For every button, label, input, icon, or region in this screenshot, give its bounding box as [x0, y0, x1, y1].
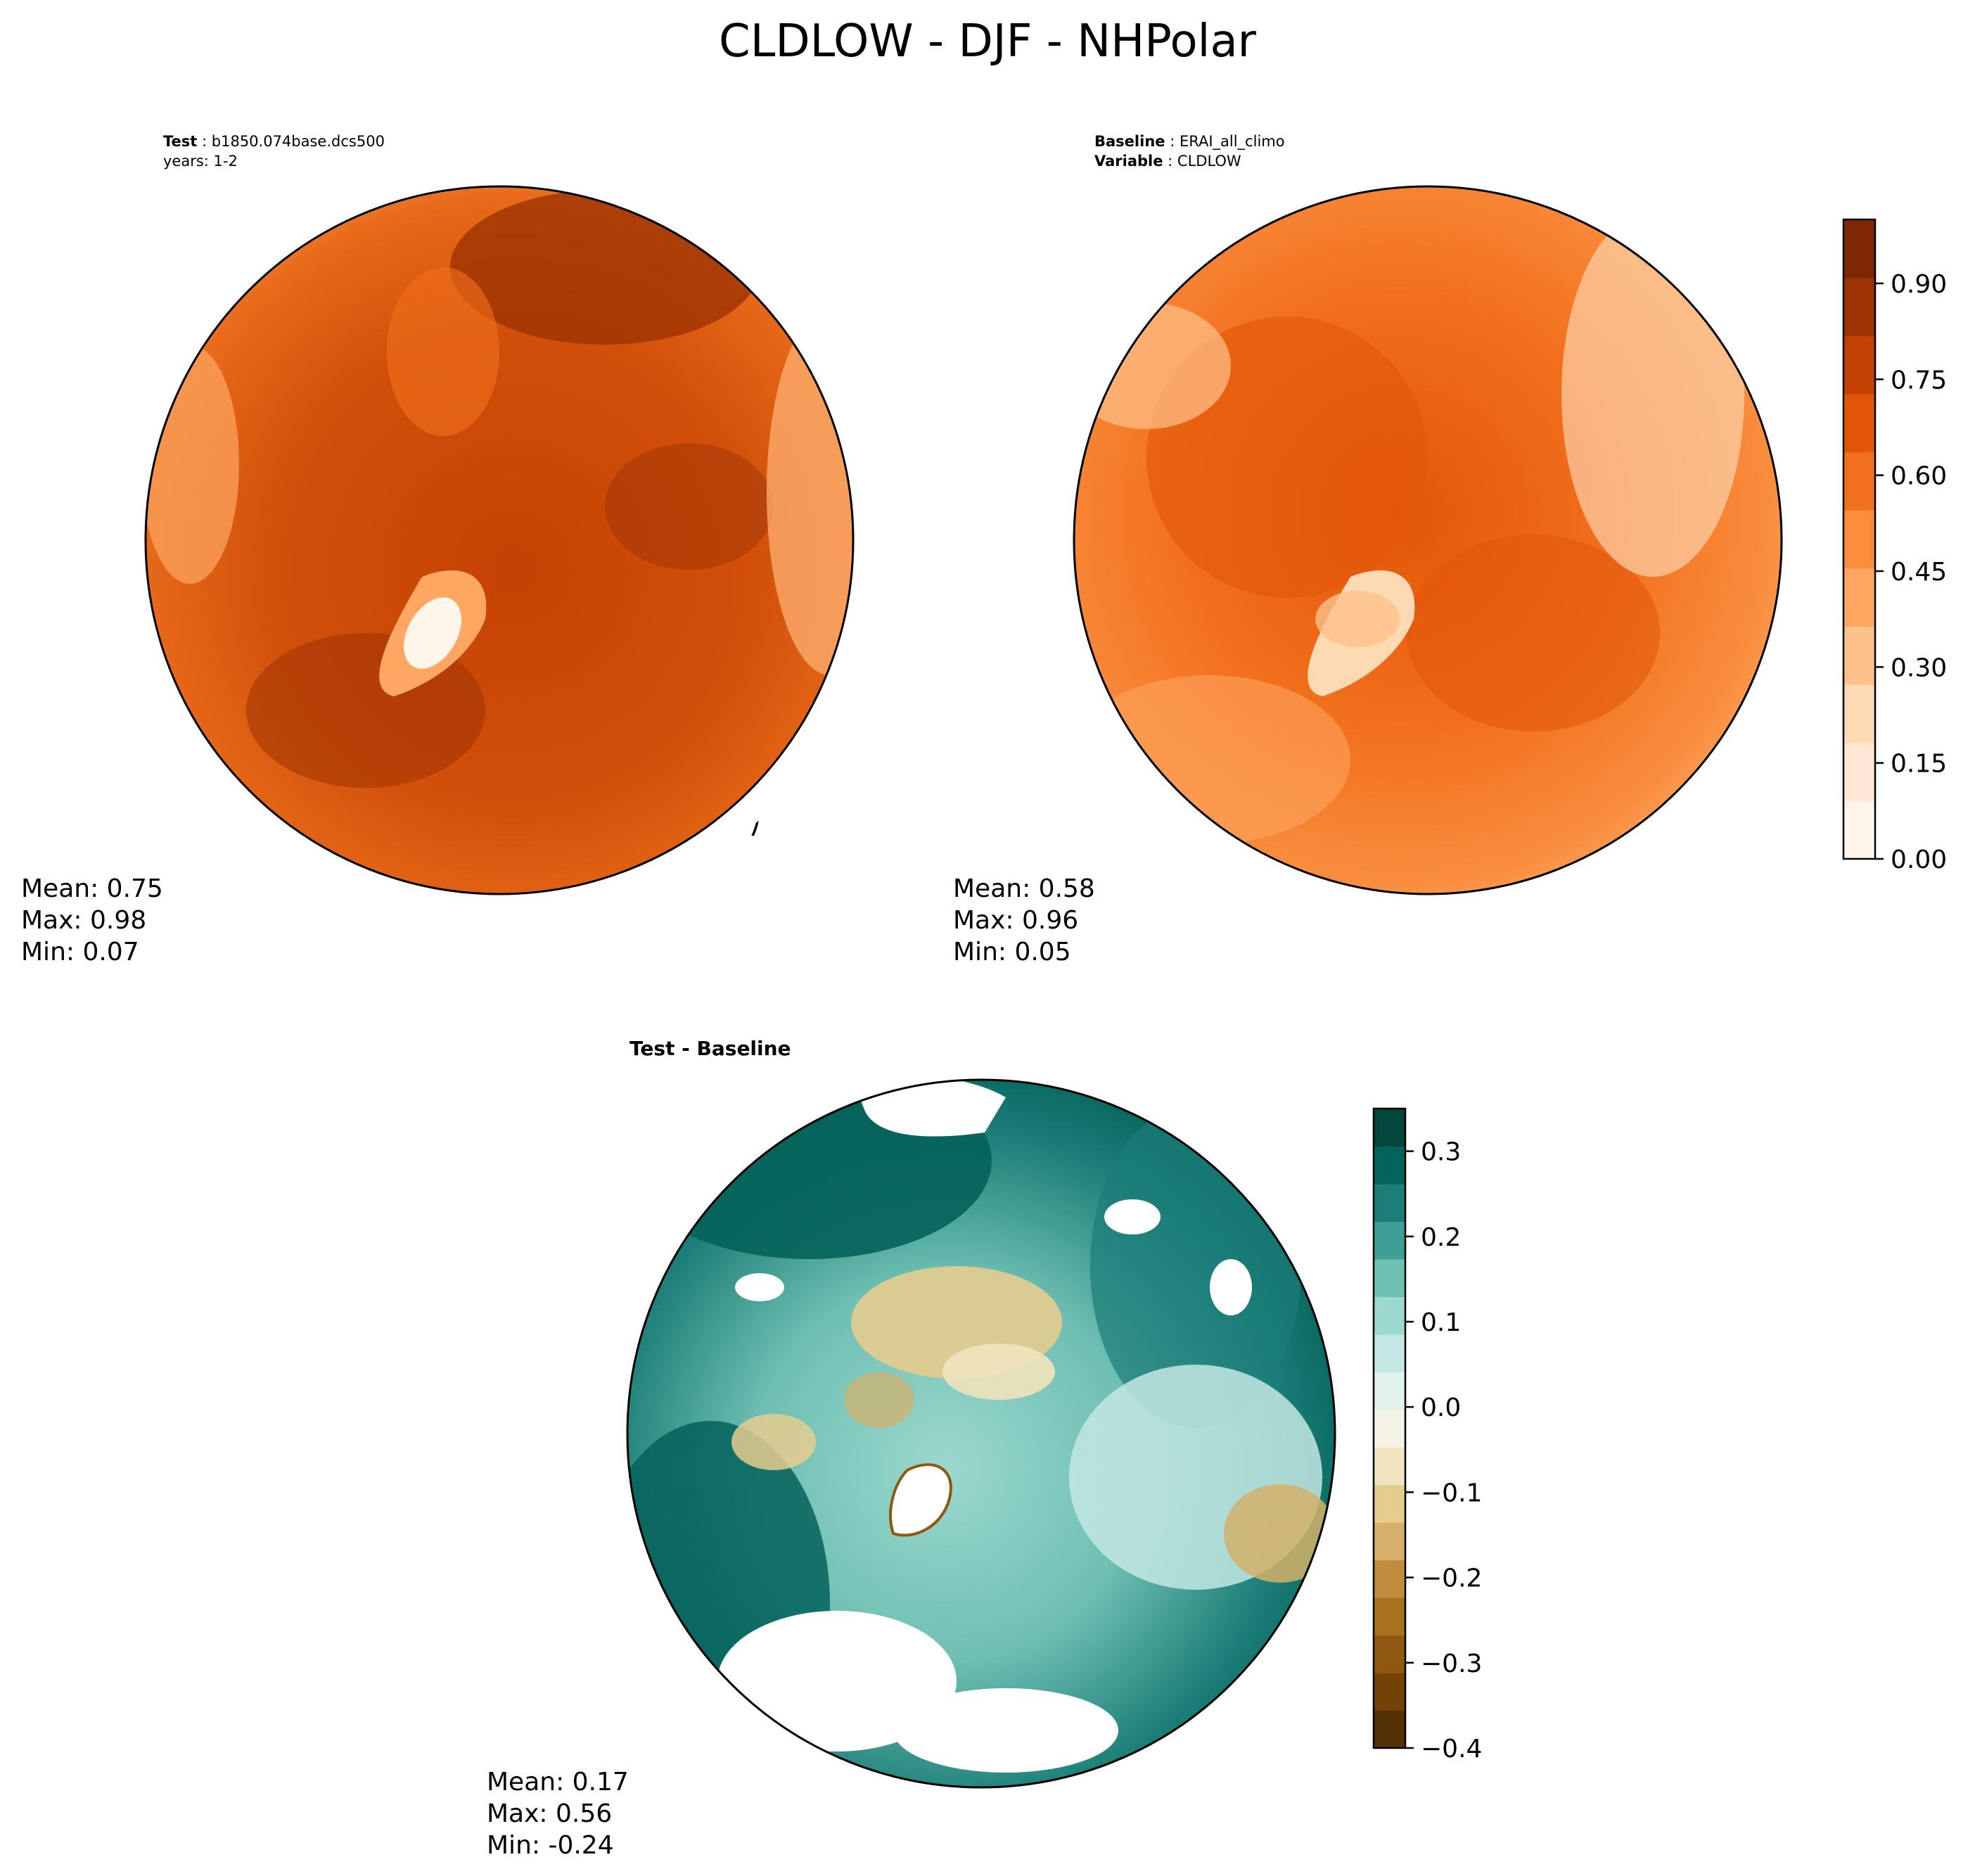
figure-title: CLDLOW - DJF - NHPolar	[719, 15, 1257, 68]
colorbar-cldlow-tick-label: 0.30	[1891, 653, 1947, 682]
colorbar-cldlow-color-band	[1843, 277, 1875, 336]
colorbar-difference-color-band	[1374, 1183, 1405, 1223]
colorbar-difference-color-band	[1374, 1559, 1405, 1598]
baseline-stat-max: Max: 0.96	[953, 906, 1078, 935]
colorbar-difference: −0.4 −0.3 −0.2 −0.1 0.0 0.1 0.2 0.3	[1372, 1107, 1482, 1763]
test-map-boundary	[144, 185, 855, 895]
panel-baseline-header-line1: Baseline : ERAI_all_climo	[1094, 133, 1285, 151]
panel-baseline: Baseline : ERAI_all_climo Variable : CLD…	[953, 133, 1783, 966]
colorbar-cldlow-tick-label: 0.15	[1891, 750, 1947, 779]
colorbar-difference-color-band	[1374, 1258, 1405, 1297]
colorbar-cldlow-ticks: 0.00 0.15 0.30 0.45 0.60 0.75 0.90	[1875, 270, 1947, 874]
colorbar-difference-color-band	[1374, 1484, 1405, 1523]
colorbar-difference-color-band	[1374, 1522, 1405, 1561]
colorbar-difference-tick-label: 0.0	[1421, 1393, 1461, 1422]
colorbar-difference-tick-label: −0.2	[1421, 1564, 1482, 1593]
panel-test-header-line2: years: 1-2	[163, 153, 238, 170]
difference-map-field	[627, 1080, 1335, 1787]
colorbar-cldlow-color-band	[1843, 684, 1875, 744]
colorbar-difference-color-band	[1374, 1146, 1405, 1185]
colorbar-difference-color-band	[1374, 1597, 1405, 1636]
baseline-stat-mean: Mean: 0.58	[953, 874, 1095, 903]
difference-stat-min: Min: -0.24	[487, 1831, 614, 1860]
colorbar-cldlow-color-band	[1843, 219, 1875, 279]
colorbar-difference-color-band	[1374, 1635, 1405, 1673]
colorbar-cldlow-tick-label: 0.90	[1891, 270, 1947, 299]
colorbar-difference-tick-label: −0.4	[1421, 1735, 1482, 1763]
colorbar-cldlow-tick-label: 0.75	[1891, 366, 1947, 395]
baseline-map-boundary	[1073, 185, 1783, 895]
colorbar-difference-ticks: −0.4 −0.3 −0.2 −0.1 0.0 0.1 0.2 0.3	[1405, 1138, 1482, 1763]
panel-difference: Test - Baseline Mean: 0.17 Max: 0.56 Min…	[487, 1037, 1336, 1860]
colorbar-cldlow-tick-label: 0.45	[1891, 558, 1947, 587]
difference-stat-max: Max: 0.56	[487, 1799, 612, 1828]
colorbar-cldlow-color-band	[1843, 452, 1875, 511]
colorbar-difference-frame	[1372, 1107, 1407, 1749]
difference-stat-mean: Mean: 0.17	[487, 1768, 629, 1797]
colorbar-difference-color-band	[1374, 1710, 1405, 1749]
colorbar-difference-color-band	[1374, 1109, 1405, 1147]
colorbar-difference-color-band	[1374, 1447, 1405, 1486]
colorbar-cldlow-color-band	[1843, 626, 1875, 685]
test-stat-max: Max: 0.98	[21, 906, 146, 935]
test-stat-mean: Mean: 0.75	[21, 874, 163, 903]
colorbar-difference-tick-label: 0.2	[1421, 1223, 1461, 1252]
colorbar-difference-color-band	[1374, 1372, 1405, 1410]
panel-difference-header: Test - Baseline	[629, 1037, 791, 1060]
colorbar-difference-color-band	[1374, 1334, 1405, 1372]
colorbar-difference-color-band	[1374, 1409, 1405, 1448]
colorbar-difference-blocks	[1374, 1109, 1405, 1749]
colorbar-cldlow-frame	[1842, 218, 1877, 860]
colorbar-difference-tick-label: −0.1	[1421, 1479, 1482, 1507]
colorbar-cldlow-color-band	[1843, 568, 1875, 627]
colorbar-cldlow-color-band	[1843, 336, 1875, 395]
panel-baseline-header-line2: Variable : CLDLOW	[1094, 153, 1241, 170]
colorbar-cldlow-color-band	[1843, 393, 1875, 453]
colorbar-cldlow-tick-label: 0.60	[1891, 462, 1947, 491]
colorbar-difference-tick-label: 0.1	[1421, 1308, 1461, 1337]
colorbar-cldlow-blocks	[1843, 219, 1875, 860]
difference-map-boundary	[626, 1078, 1336, 1789]
colorbar-difference-tick-label: 0.3	[1421, 1138, 1461, 1167]
test-stat-min: Min: 0.07	[21, 938, 139, 966]
colorbar-difference-tick-label: −0.3	[1421, 1650, 1482, 1678]
colorbar-cldlow-tick-label: 0.00	[1891, 846, 1947, 874]
test-map-field	[146, 186, 853, 894]
colorbar-difference-color-band	[1374, 1296, 1405, 1335]
baseline-stat-min: Min: 0.05	[953, 938, 1071, 966]
colorbar-cldlow-color-band	[1843, 800, 1875, 860]
colorbar-difference-color-band	[1374, 1673, 1405, 1711]
baseline-map-field	[1074, 186, 1782, 894]
colorbar-difference-color-band	[1374, 1221, 1405, 1260]
panel-test: Test : b1850.074base.dcs500 years: 1-2 M…	[21, 133, 855, 966]
colorbar-cldlow-color-band	[1843, 742, 1875, 801]
panel-test-header-line1: Test : b1850.074base.dcs500	[163, 133, 385, 150]
colorbar-cldlow: 0.00 0.15 0.30 0.45 0.60 0.75 0.90	[1842, 218, 1947, 874]
colorbar-cldlow-color-band	[1843, 510, 1875, 569]
